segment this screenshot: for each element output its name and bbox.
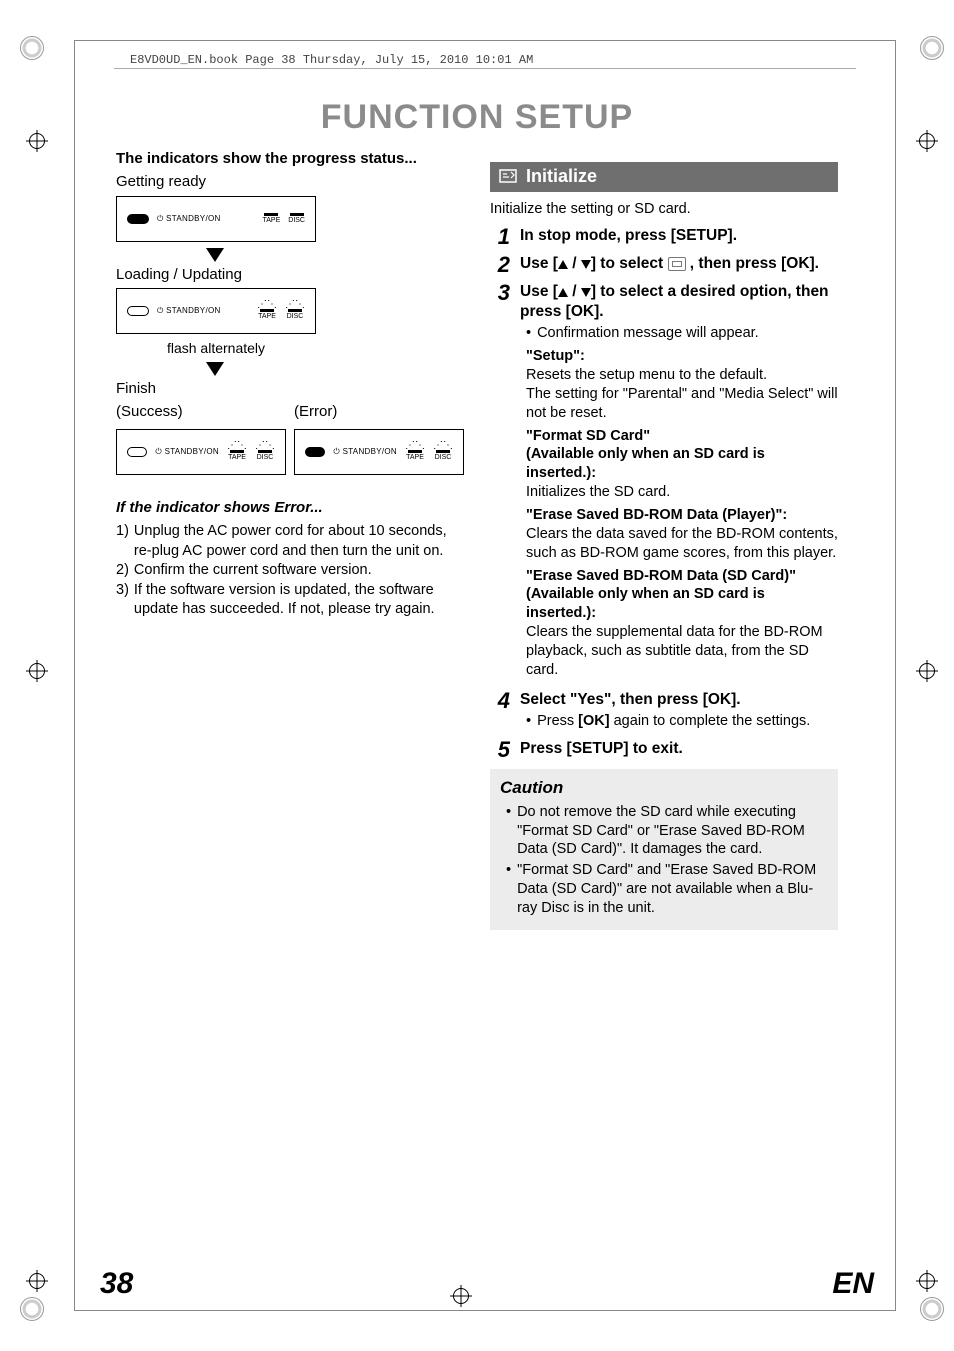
list-item: •Do not remove the SD card while executi… <box>506 803 828 860</box>
diagram-error: ⏻ STANDBY/ON ⋰⋱TAPE ⋰⋱DISC <box>294 429 464 475</box>
registration-mark <box>26 660 48 682</box>
step-text: Select "Yes", then press [OK]. •Press [O… <box>520 690 838 733</box>
initialize-section-header: Initialize <box>490 162 838 192</box>
crop-mark <box>920 36 944 60</box>
step-2: 2 Use [ / ] to select , then press [OK]. <box>490 254 838 276</box>
option-erase-sd: "Erase Saved BD-ROM Data (SD Card)" (Ava… <box>526 567 838 680</box>
caution-box: Caution •Do not remove the SD card while… <box>490 769 838 930</box>
up-triangle-icon <box>558 288 568 297</box>
disc-led-on-icon: ⋰⋱DISC <box>255 443 275 461</box>
arrow-down-icon <box>206 362 224 376</box>
step-1: 1 In stop mode, press [SETUP]. <box>490 226 838 248</box>
page-title: FUNCTION SETUP <box>0 98 954 137</box>
registration-mark <box>916 1270 938 1292</box>
power-indicator-on-icon <box>127 214 149 224</box>
diagram-success: ⏻ STANDBY/ON ⋰⋱TAPE ⋰⋱DISC <box>116 429 286 475</box>
standby-label: ⏻ STANDBY/ON <box>157 306 221 316</box>
error-steps-list: 1)Unplug the AC power cord for about 10 … <box>116 522 464 620</box>
power-indicator-icon <box>127 447 147 457</box>
caution-title: Caution <box>500 777 828 799</box>
initialize-icon <box>498 166 518 186</box>
right-column: Initialize Initialize the setting or SD … <box>490 150 838 930</box>
disc-led-on-icon: ⋰⋱DISC <box>433 443 453 461</box>
language-code: EN <box>832 1267 874 1301</box>
success-label: (Success) <box>116 403 286 422</box>
step-text: Press [SETUP] to exit. <box>520 739 838 759</box>
option-erase-player: "Erase Saved BD-ROM Data (Player)": Clea… <box>526 506 838 563</box>
crop-mark <box>20 1297 44 1321</box>
list-item: 1)Unplug the AC power cord for about 10 … <box>116 522 464 561</box>
header-meta: E8VD0UD_EN.book Page 38 Thursday, July 1… <box>130 53 533 67</box>
left-column: The indicators show the progress status.… <box>116 150 464 930</box>
list-item: 3)If the software version is updated, th… <box>116 581 464 620</box>
down-triangle-icon <box>581 260 591 269</box>
crop-mark <box>920 1297 944 1321</box>
flash-alternately-label: flash alternately <box>116 340 316 358</box>
option-setup: "Setup": Resets the setup menu to the de… <box>526 347 838 422</box>
step-text: Use [ / ] to select , then press [OK]. <box>520 254 838 274</box>
list-item: 2)Confirm the current software version. <box>116 561 464 581</box>
registration-mark <box>916 660 938 682</box>
option-format-sd: "Format SD Card" (Available only when an… <box>526 427 838 502</box>
step-text: In stop mode, press [SETUP]. <box>520 226 838 246</box>
down-triangle-icon <box>581 288 591 297</box>
menu-icon <box>668 257 686 271</box>
step-number: 2 <box>490 254 510 276</box>
content: The indicators show the progress status.… <box>116 150 838 930</box>
standby-label: ⏻ STANDBY/ON <box>157 214 221 224</box>
standby-label: ⏻ STANDBY/ON <box>333 447 397 457</box>
page-number: 38 <box>100 1267 133 1301</box>
initialize-intro: Initialize the setting or SD card. <box>490 200 838 218</box>
crop-mark <box>20 36 44 60</box>
step-text: Use [ / ] to select a desired option, th… <box>520 282 838 683</box>
tape-led-on-icon: ⋰⋱TAPE <box>405 443 425 461</box>
finish-label: Finish <box>116 380 464 399</box>
error-heading: If the indicator shows Error... <box>116 499 464 518</box>
step-number: 1 <box>490 226 510 248</box>
registration-mark <box>26 1270 48 1292</box>
indicators-heading: The indicators show the progress status.… <box>116 150 464 169</box>
list-item: •"Format SD Card" and "Erase Saved BD-RO… <box>506 861 828 918</box>
step-number: 4 <box>490 690 510 712</box>
error-label: (Error) <box>294 403 337 422</box>
up-triangle-icon <box>558 260 568 269</box>
getting-ready-label: Getting ready <box>116 173 464 192</box>
diagram-getting-ready: ⏻ STANDBY/ON TAPE DISC <box>116 196 316 242</box>
diagram-loading: ⏻ STANDBY/ON ⋰⋱TAPE ⋰⋱DISC <box>116 288 316 334</box>
tape-led-on-icon: ⋰⋱TAPE <box>227 443 247 461</box>
disc-led-flash-icon: ⋰⋱DISC <box>285 302 305 320</box>
arrow-down-icon <box>206 248 224 262</box>
step-4: 4 Select "Yes", then press [OK]. •Press … <box>490 690 838 733</box>
step-5: 5 Press [SETUP] to exit. <box>490 739 838 761</box>
power-indicator-on-icon <box>305 447 325 457</box>
tape-led-icon: TAPE <box>263 213 281 224</box>
step-3: 3 Use [ / ] to select a desired option, … <box>490 282 838 683</box>
disc-led-icon: DISC <box>288 213 305 224</box>
standby-label: ⏻ STANDBY/ON <box>155 447 219 457</box>
power-indicator-icon <box>127 306 149 316</box>
header-rule <box>114 68 856 69</box>
tape-led-flash-icon: ⋰⋱TAPE <box>257 302 277 320</box>
loading-label: Loading / Updating <box>116 266 464 285</box>
step-number: 3 <box>490 282 510 304</box>
step-number: 5 <box>490 739 510 761</box>
